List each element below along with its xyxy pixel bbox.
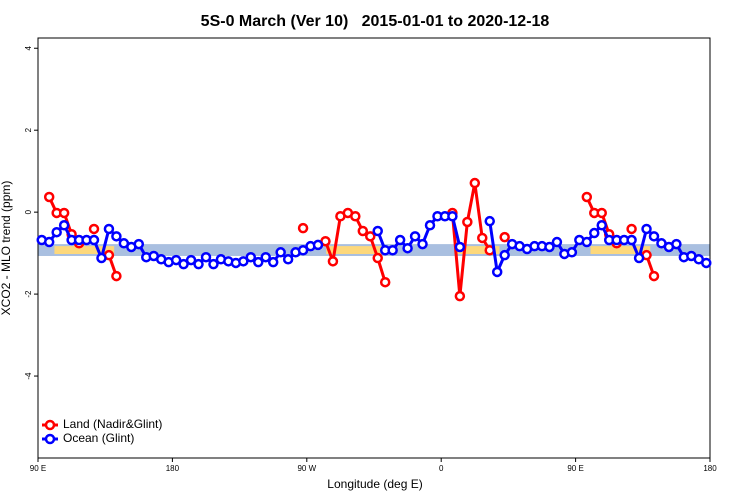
data-point	[491, 266, 503, 278]
data-point	[454, 241, 466, 253]
data-point	[327, 256, 339, 267]
data-point	[357, 225, 369, 237]
data-point	[551, 236, 563, 248]
data-point	[275, 247, 286, 258]
x-tick-label: 90 E	[567, 464, 583, 473]
chart-title: 5S-0 March (Ver 10) 2015-01-01 to 2020-1…	[201, 13, 550, 30]
data-point	[499, 231, 510, 243]
land-band	[326, 246, 382, 254]
data-point	[350, 210, 361, 222]
data-point	[111, 231, 122, 242]
data-point	[88, 234, 100, 246]
data-point	[193, 258, 204, 270]
data-point	[178, 258, 189, 270]
data-point	[402, 242, 413, 254]
data-point	[43, 236, 55, 248]
data-point	[454, 290, 466, 302]
data-point	[424, 220, 436, 231]
x-tick-label: 180	[166, 464, 180, 473]
data-point	[671, 238, 682, 250]
data-point	[43, 191, 55, 203]
x-tick-label: 0	[439, 464, 444, 473]
data-point	[417, 238, 428, 250]
land-band	[454, 246, 500, 254]
plot-frame	[37, 37, 711, 459]
data-point	[365, 231, 376, 242]
data-point	[581, 236, 593, 248]
data-point	[566, 247, 578, 258]
data-point	[581, 191, 593, 203]
data-point	[58, 220, 70, 231]
x-tick-label: 90 E	[30, 464, 46, 473]
data-point	[372, 225, 383, 237]
data-point	[372, 252, 383, 264]
data-point	[297, 222, 309, 234]
data-point	[462, 216, 473, 228]
data-point	[648, 231, 660, 242]
data-point	[626, 223, 637, 235]
data-point	[641, 223, 652, 235]
legend-label: Land (Nadir&Glint)	[63, 417, 162, 431]
data-point	[297, 245, 309, 256]
data-point	[484, 215, 495, 227]
data-point	[267, 256, 279, 268]
data-point	[58, 207, 70, 219]
legend-marker	[44, 433, 56, 445]
data-point	[208, 258, 219, 270]
data-point	[96, 252, 107, 264]
data-point	[282, 254, 294, 265]
data-point	[477, 232, 488, 244]
data-point	[394, 234, 406, 246]
data-point	[253, 256, 264, 268]
x-tick-label: 90 W	[297, 464, 316, 473]
data-point	[469, 177, 481, 189]
y-axis-label: XCO2 - MLO trend (ppm)	[0, 181, 13, 316]
y-tick-label: 2	[24, 127, 33, 132]
data-point	[133, 238, 145, 250]
data-point	[103, 223, 115, 235]
x-axis-label: Longitude (deg E)	[327, 477, 422, 491]
legend-label: Ocean (Glint)	[63, 431, 134, 445]
data-point	[387, 245, 398, 256]
x-tick-label: 180	[703, 464, 717, 473]
land-band	[54, 246, 115, 254]
data-point	[245, 251, 257, 263]
data-point	[596, 207, 607, 219]
data-point	[185, 254, 197, 266]
data-point	[648, 270, 660, 282]
data-point	[260, 251, 271, 263]
data-point	[200, 251, 212, 263]
data-point	[447, 210, 458, 222]
data-point	[409, 231, 421, 242]
data-point	[626, 234, 637, 246]
data-point	[589, 227, 600, 239]
y-tick-label: 0	[24, 209, 33, 214]
data-point	[238, 256, 249, 267]
data-point	[88, 223, 100, 235]
legend-marker	[44, 419, 56, 431]
data-point	[111, 270, 122, 282]
data-point	[544, 241, 555, 253]
data-point	[499, 249, 510, 261]
y-tick-label: 4	[24, 45, 33, 50]
data-point	[701, 257, 712, 269]
data-point	[633, 252, 645, 264]
y-tick-label: -4	[24, 372, 33, 380]
data-point	[51, 226, 62, 238]
y-tick-label: -2	[24, 290, 33, 298]
data-point	[379, 276, 391, 288]
land-band	[590, 246, 651, 254]
data-point	[312, 239, 324, 251]
data-point	[170, 254, 182, 266]
data-point	[596, 220, 607, 231]
